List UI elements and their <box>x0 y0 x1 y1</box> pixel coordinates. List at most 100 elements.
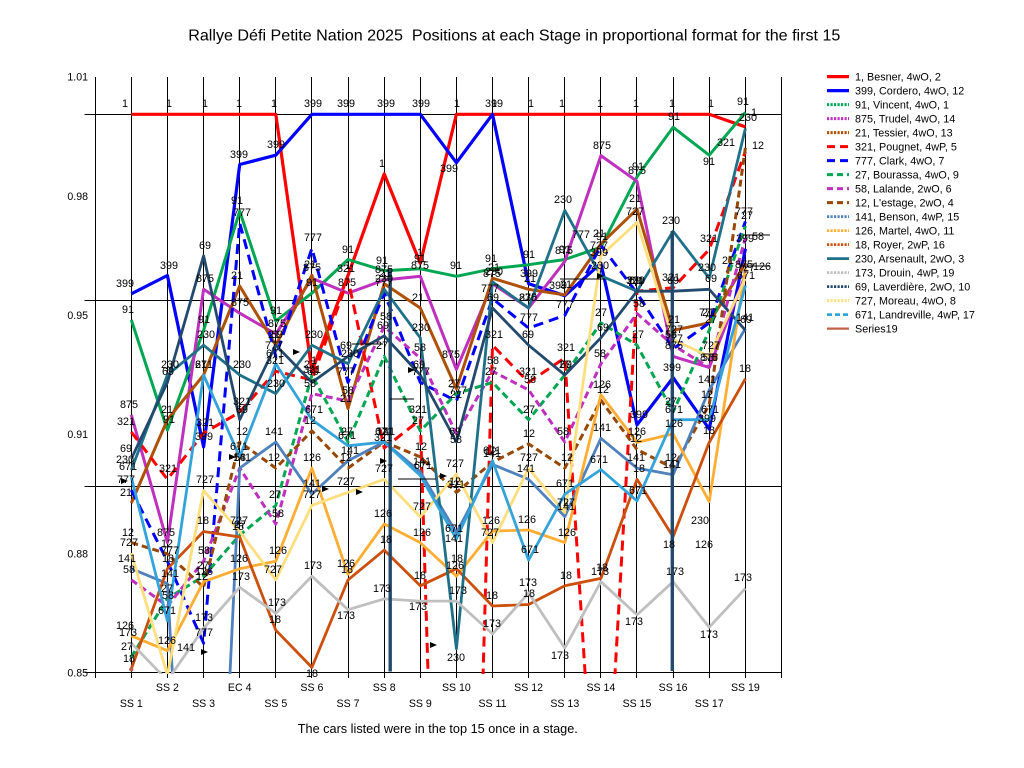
svg-text:173: 173 <box>409 601 427 613</box>
svg-text:321: 321 <box>557 342 575 354</box>
svg-text:18: 18 <box>380 534 392 546</box>
svg-text:399: 399 <box>412 98 430 110</box>
svg-text:141: 141 <box>233 452 251 464</box>
svg-text:671, Landreville, 4wP, 17: 671, Landreville, 4wP, 17 <box>855 309 975 321</box>
svg-text:141: 141 <box>445 533 463 545</box>
svg-text:321: 321 <box>196 417 214 429</box>
svg-text:58: 58 <box>752 231 764 243</box>
svg-text:230: 230 <box>267 378 285 390</box>
svg-text:141: 141 <box>161 568 179 580</box>
svg-text:91: 91 <box>485 253 497 265</box>
svg-text:69: 69 <box>487 292 499 304</box>
svg-text:173: 173 <box>666 566 684 578</box>
svg-text:18: 18 <box>663 539 675 551</box>
svg-text:69: 69 <box>629 275 641 287</box>
svg-text:875: 875 <box>231 297 249 309</box>
svg-text:173: 173 <box>232 571 250 583</box>
svg-text:58: 58 <box>162 590 174 602</box>
svg-text:671: 671 <box>414 460 432 472</box>
svg-text:671: 671 <box>556 478 574 490</box>
svg-text:126: 126 <box>230 553 248 565</box>
svg-text:1: 1 <box>633 98 639 110</box>
svg-text:399: 399 <box>267 139 285 151</box>
svg-text:1: 1 <box>454 98 460 110</box>
svg-text:27: 27 <box>269 489 281 501</box>
svg-text:SS 2: SS 2 <box>156 682 179 694</box>
svg-text:875: 875 <box>375 264 393 276</box>
svg-text:230: 230 <box>519 292 537 304</box>
svg-text:91: 91 <box>198 314 210 326</box>
svg-text:58: 58 <box>524 374 536 386</box>
svg-text:230: 230 <box>412 322 430 334</box>
svg-text:727: 727 <box>665 324 683 336</box>
svg-text:141: 141 <box>341 445 359 457</box>
svg-text:875: 875 <box>120 399 138 411</box>
svg-text:SS 11: SS 11 <box>478 698 506 710</box>
svg-text:18: 18 <box>451 553 463 565</box>
svg-text:12: 12 <box>597 384 609 396</box>
svg-text:671: 671 <box>483 445 501 457</box>
svg-text:SS 10: SS 10 <box>442 682 471 694</box>
svg-text:69: 69 <box>162 366 174 378</box>
svg-text:141: 141 <box>265 426 283 438</box>
svg-text:399: 399 <box>630 409 648 421</box>
svg-text:58: 58 <box>234 452 246 464</box>
svg-text:875: 875 <box>735 259 753 271</box>
svg-text:SS 3: SS 3 <box>192 698 215 710</box>
svg-text:777: 777 <box>412 366 430 378</box>
svg-text:141: 141 <box>303 478 321 490</box>
svg-text:777: 777 <box>195 627 213 639</box>
svg-text:58: 58 <box>380 311 392 323</box>
svg-text:727: 727 <box>590 240 608 252</box>
svg-text:18: 18 <box>269 614 281 626</box>
svg-text:399: 399 <box>736 233 754 245</box>
svg-text:69: 69 <box>449 426 461 438</box>
svg-text:21: 21 <box>231 270 243 282</box>
svg-text:230, Arsenault, 2wO, 3: 230, Arsenault, 2wO, 3 <box>855 253 964 265</box>
svg-text:230: 230 <box>662 215 680 227</box>
svg-text:91: 91 <box>523 249 535 261</box>
svg-text:SS 9: SS 9 <box>409 698 432 710</box>
svg-text:141: 141 <box>736 312 754 324</box>
svg-text:777: 777 <box>556 299 574 311</box>
svg-text:141: 141 <box>593 422 611 434</box>
svg-text:399, Cordero, 4wO, 12: 399, Cordero, 4wO, 12 <box>855 85 964 97</box>
svg-text:1: 1 <box>669 98 675 110</box>
svg-text:399: 399 <box>663 362 681 374</box>
svg-text:21: 21 <box>668 314 680 326</box>
svg-text:399: 399 <box>337 98 355 110</box>
svg-text:58: 58 <box>342 385 354 397</box>
svg-text:21: 21 <box>268 329 280 341</box>
svg-text:18: 18 <box>414 570 426 582</box>
svg-text:58: 58 <box>665 329 677 341</box>
svg-text:727: 727 <box>413 501 431 513</box>
svg-text:21: 21 <box>524 273 536 285</box>
svg-text:321: 321 <box>374 432 392 444</box>
svg-text:27: 27 <box>665 396 677 408</box>
svg-text:SS 14: SS 14 <box>586 682 615 694</box>
svg-text:173: 173 <box>551 650 569 662</box>
svg-text:727: 727 <box>337 476 355 488</box>
svg-text:69: 69 <box>307 366 319 378</box>
svg-text:399: 399 <box>116 278 134 290</box>
svg-text:727: 727 <box>626 206 644 218</box>
svg-text:126: 126 <box>269 545 287 557</box>
svg-text:126: 126 <box>337 558 355 570</box>
svg-text:671: 671 <box>230 441 248 453</box>
svg-text:18: 18 <box>739 363 751 375</box>
svg-text:126: 126 <box>518 514 536 526</box>
svg-text:27: 27 <box>234 519 246 531</box>
svg-text:91, Vincent, 4wO, 1: 91, Vincent, 4wO, 1 <box>855 99 949 111</box>
svg-text:777: 777 <box>233 207 251 219</box>
svg-text:SS 13: SS 13 <box>550 698 579 710</box>
svg-text:1: 1 <box>708 98 714 110</box>
svg-text:671: 671 <box>338 430 356 442</box>
svg-text:777: 777 <box>375 277 393 289</box>
svg-text:875: 875 <box>555 245 573 257</box>
svg-text:173: 173 <box>373 583 391 595</box>
svg-text:91: 91 <box>559 244 571 256</box>
svg-text:399: 399 <box>440 163 458 175</box>
svg-text:126: 126 <box>303 452 321 464</box>
svg-text:SS 15: SS 15 <box>623 698 652 710</box>
svg-text:12: 12 <box>376 426 388 438</box>
